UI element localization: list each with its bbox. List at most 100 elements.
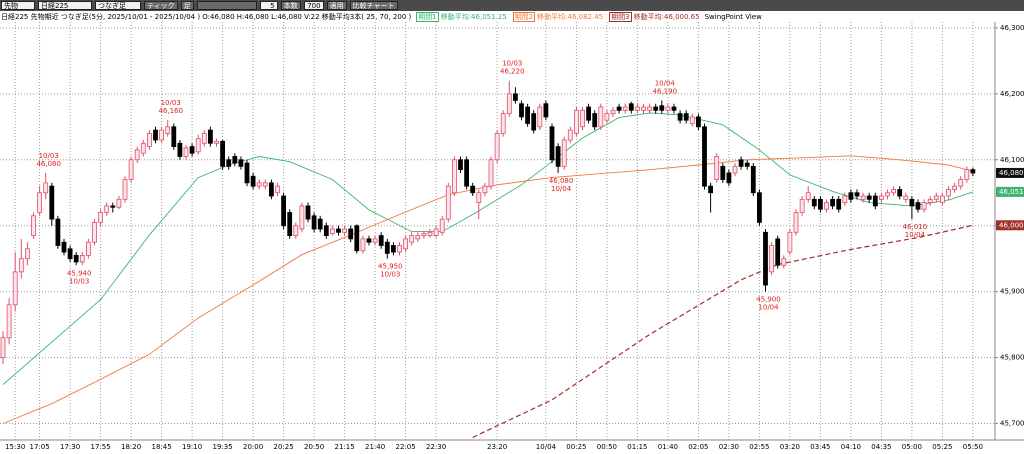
x-tick-label: 21:15 [335,443,355,451]
swing-point-label: 45,950 [378,263,403,271]
x-tick-label: 20:50 [304,443,324,451]
x-tick-label: 01:15 [627,443,647,451]
moving-average-line [2,155,974,424]
candle-body [256,182,262,187]
candle-body [775,238,781,266]
candle-body [824,202,829,210]
labels: 45,700 45,800 45,900 46,000 46,100 46,200 46,3… [5,24,1024,451]
candle-body [799,198,805,213]
x-tick-label: 19:10 [182,443,202,451]
legend-name: 期間2 [512,11,536,22]
candle-body [598,106,604,128]
candle-body [811,198,817,207]
moving-averages [2,112,974,438]
candle-body [543,103,549,118]
swing-point-label: 10/04 [758,304,779,312]
candle-body [903,195,909,200]
candle-body [933,195,939,200]
candle-body [818,198,823,210]
candle-body [488,159,494,187]
candle-body [128,159,134,180]
candle-body [220,140,226,167]
candle-body [323,225,329,236]
swing-point-label: 10/04 [905,231,926,239]
candle-body [12,271,18,306]
candle-body [555,146,561,167]
x-tick-label: 18:20 [121,443,141,451]
y-tick-label: 46,300 [1000,24,1024,32]
candle-body [281,195,287,227]
swing-point-label: 46,080 [36,160,61,168]
candle-body [494,132,500,161]
candle-body [574,109,579,134]
candle-body [720,165,726,180]
candle-body [43,182,49,194]
candle-body [482,185,488,194]
apply-button[interactable]: 適用 [326,1,347,10]
candle-body [433,228,439,236]
candle-body [702,126,707,187]
candle-body [872,195,878,207]
candle-body [726,172,732,184]
candle-body [390,245,396,253]
candle-body [567,129,573,141]
candle-body [537,106,543,128]
candle-body [317,218,323,230]
candle-body [372,238,378,243]
price-tag [996,186,1024,197]
compare-button[interactable]: 比較チャート [349,1,398,10]
candle-body [689,116,695,124]
swing-label: SwingPoint View [704,12,762,21]
tick-button[interactable]: ティック [144,1,178,10]
candle-body [397,245,402,253]
price-tag-label: 46,080 [999,169,1024,177]
info-bar: 日経225 先物期近 つなぎ足(5分, 2025/10/01 - 2025/10… [0,11,996,22]
candle-body [665,106,671,111]
candle-body [189,146,195,154]
y-tick-label: 45,900 [1000,288,1024,296]
x-tick-label: 03:45 [810,443,830,451]
candle-body [226,159,232,167]
candle-body [244,162,250,184]
candle-body [146,132,152,147]
legend-value: 移動平均:46,082.45 [537,12,604,21]
candle-body [67,248,73,260]
count-input[interactable]: 700 [303,1,324,10]
candle-body [110,205,116,208]
info-text: 日経225 先物期近 つなぎ足(5分, 2025/10/01 - 2025/10… [1,12,412,21]
candle-body [964,169,970,180]
candle-body [445,185,451,220]
swing-point-label: 46,010 [903,223,928,231]
legend-item: 期間3 移動平均:46,000.65 [608,11,700,22]
candle-body [439,218,445,233]
x-tick-label: 17:55 [91,443,111,451]
bar-button[interactable]: 足 [180,1,194,10]
swing-point-label: 45,900 [756,296,781,304]
candle-body [793,212,799,233]
candle-body [305,205,311,220]
icon-buttons[interactable] [196,1,257,10]
candle-body [909,198,915,207]
candle-body [451,159,457,194]
candle-body [201,132,207,144]
candle-body [848,192,854,200]
symbol-select[interactable]: 日経225 [38,1,92,10]
price-tag-label: 46,051 [999,188,1024,196]
candle-body [891,189,896,194]
candle-body [769,245,774,273]
candle-body [195,138,201,153]
candle-body [55,218,61,246]
chart-kind-select[interactable]: つなぎ足 [95,1,141,10]
candle-body [31,215,36,236]
candle-body [171,126,177,147]
price-tag [996,167,1024,178]
period-input[interactable]: 5 [259,1,278,10]
candle-body [18,258,24,273]
market-select[interactable]: 先物 [1,1,35,10]
candle-body [159,129,165,141]
grid [0,22,995,440]
candle-body [287,212,293,236]
candle-body [610,109,616,115]
x-tick-label: 04:10 [841,443,861,451]
